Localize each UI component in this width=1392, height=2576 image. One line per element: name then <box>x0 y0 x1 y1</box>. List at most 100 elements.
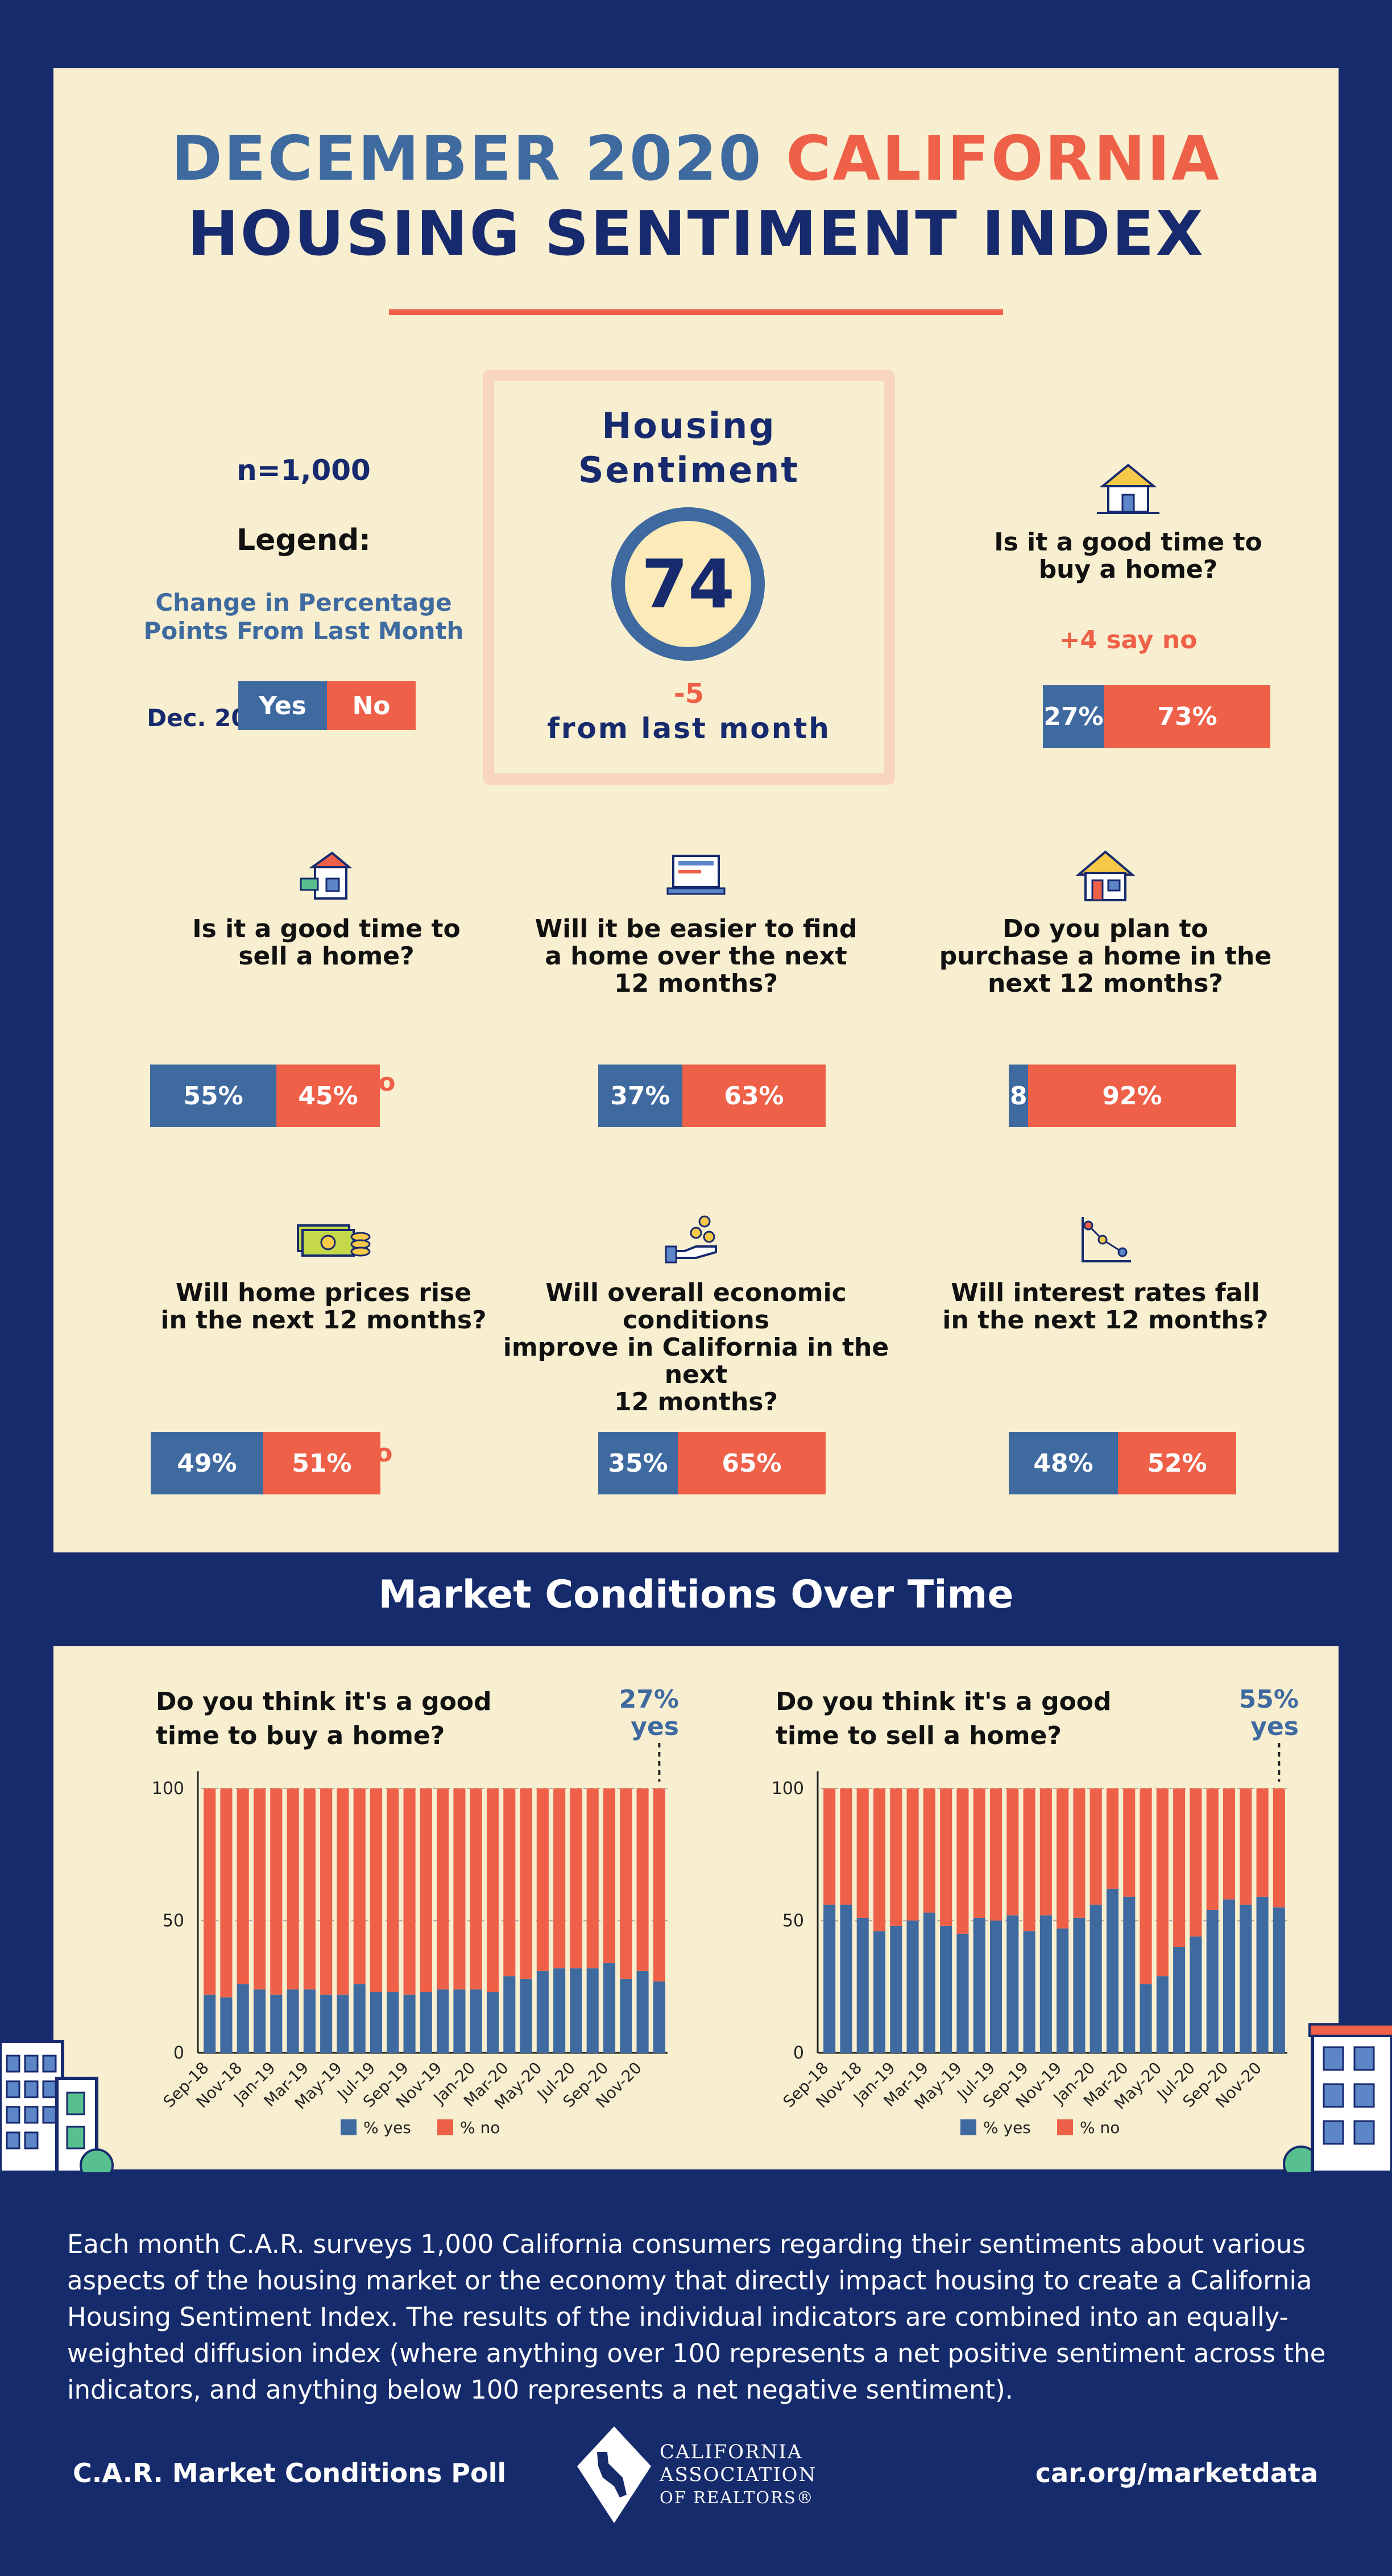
bar-yes-segment: 35% <box>598 1432 678 1494</box>
bar-no-Jan-20 <box>1089 1788 1102 1905</box>
bar-no-Aug-20 <box>586 1788 599 1969</box>
question-text-line2: in the next 12 months? <box>942 1306 1269 1335</box>
bar-yes-Feb-20 <box>486 1992 499 2053</box>
bar-yes-Nov-18 <box>237 1984 249 2053</box>
buy-chart: Do you think it's a good time to buy a ho… <box>152 1685 679 2137</box>
bar-no-Mar-20 <box>1123 1788 1136 1897</box>
question-text-line2: sell a home? <box>238 942 415 971</box>
bar-no-Aug-19 <box>1006 1788 1019 1916</box>
question-bar: 49% 51% <box>151 1432 380 1494</box>
bar-yes-Sep-18 <box>204 1994 216 2053</box>
logo-line3: OF REALTORS® <box>660 2488 814 2507</box>
page-subtitle: HOUSING SENTIMENT INDEX <box>187 198 1205 270</box>
bar-no-Feb-19 <box>906 1788 919 1921</box>
question-text: Is it a good time to sell a home? <box>127 916 525 970</box>
sell-chart: Do you think it's a good time to sell a h… <box>772 1685 1299 2137</box>
bar-yes-Jun-20 <box>1173 1947 1186 2053</box>
bar-yes-Oct-19 <box>1039 1915 1052 2053</box>
legend-yes: Yes <box>238 681 327 730</box>
title-state: CALIFORNIA <box>786 123 1221 194</box>
question-change: +4 say no <box>1059 626 1198 655</box>
bar-no-May-19 <box>956 1788 969 1934</box>
bar-yes-Jun-19 <box>353 1984 366 2053</box>
bar-yes-Jan-20 <box>470 1989 482 2053</box>
logo-text: CALIFORNIA ASSOCIATION OF REALTORS® <box>660 2441 817 2509</box>
bar-yes-Nov-19 <box>437 1989 449 2053</box>
question-text: Will interest rates fall in the next 12 m… <box>906 1279 1304 1334</box>
bar-yes-Dec-20 <box>1273 1907 1285 2053</box>
y-tick-label: 100 <box>772 1779 804 1799</box>
footer-poll-name: C.A.R. Market Conditions Poll <box>73 2458 507 2488</box>
bar-yes-Nov-20 <box>1256 1896 1269 2053</box>
bar-yes-Oct-20 <box>620 1978 632 2053</box>
title-month: DECEMBER 2020 <box>171 123 763 194</box>
legend-yes-swatch <box>341 2119 357 2135</box>
bar-yes-Dec-18 <box>873 1931 886 2053</box>
bar-no-segment: 63% <box>682 1065 826 1127</box>
bar-yes-May-19 <box>956 1933 969 2053</box>
bar-yes-Dec-19 <box>1073 1917 1086 2053</box>
bar-no-Dec-20 <box>653 1788 665 1982</box>
question-text-line3: next 12 months? <box>988 969 1223 998</box>
bar-yes-segment: 55% <box>150 1065 277 1127</box>
bar-no-Jan-19 <box>270 1788 283 1995</box>
bar-no-segment: 73% <box>1104 685 1270 748</box>
logo-line2: ASSOCIATION <box>660 2463 817 2486</box>
question-text-line1: Do you plan to <box>1002 914 1208 943</box>
question-text-line1: Is it a good time to <box>192 914 461 943</box>
bar-no-Feb-20 <box>1106 1788 1119 1889</box>
question-card-rates: Will interest rates fall in the next 12 m… <box>906 1211 1304 1552</box>
question-text: Will it be easier to find a home over the… <box>497 916 895 997</box>
question-text: Is it a good time to buy a home? <box>929 529 1327 583</box>
bar-yes-Feb-19 <box>906 1920 919 2053</box>
bar-no-Jul-20 <box>1190 1788 1202 1937</box>
legend-yes-label: % yes <box>983 2118 1031 2137</box>
bar-yes-segment: 37% <box>598 1065 682 1127</box>
bar-no-Sep-18 <box>204 1788 216 1995</box>
bar-yes-Aug-20 <box>586 1968 599 2053</box>
bar-no-segment: 65% <box>678 1432 826 1494</box>
bar-yes-Oct-18 <box>220 1997 233 2053</box>
y-tick-label: 0 <box>173 2043 184 2063</box>
bar-yes-Sep-20 <box>1223 1899 1236 2053</box>
footer-url[interactable]: car.org/marketdata <box>1035 2458 1318 2488</box>
bar-yes-Mar-19 <box>303 1989 316 2053</box>
question-bar: 37% 63% <box>598 1065 826 1127</box>
question-card-find: Will it be easier to find a home over the… <box>497 847 895 1188</box>
bar-no-Oct-20 <box>620 1788 632 1979</box>
bar-yes-Apr-19 <box>320 1994 333 2053</box>
sentiment-title-line1: Housing <box>602 405 776 446</box>
bar-yes-Mar-19 <box>923 1912 935 2053</box>
home-icon <box>1074 847 1137 904</box>
bar-no-Mar-20 <box>503 1788 516 1977</box>
description: Each month C.A.R. surveys 1,000 Californ… <box>67 2229 1326 2405</box>
bar-no-Sep-19 <box>1023 1788 1035 1932</box>
bar-no-Mar-19 <box>303 1788 316 1990</box>
legend-description: Change in Percentage Points From Last Mo… <box>122 589 486 645</box>
car-logo[interactable]: CALIFORNIA ASSOCIATION OF REALTORS® <box>574 2424 825 2526</box>
question-text: Do you plan to purchase a home in the next… <box>906 916 1304 997</box>
sentiment-circle: 74 <box>611 507 765 661</box>
market-title: Market Conditions Over Time <box>378 1572 1014 1617</box>
building-left-icon <box>0 2040 114 2172</box>
question-text-line3: 12 months? <box>614 969 778 998</box>
question-bar: 48% 52% <box>1009 1432 1236 1494</box>
bar-no-Sep-18 <box>823 1788 836 1905</box>
legend-no: No <box>327 681 416 730</box>
question-card-purchase: Do you plan to purchase a home in the next… <box>906 847 1304 1188</box>
bar-yes-Aug-19 <box>387 1992 399 2053</box>
y-tick-label: 0 <box>793 2043 804 2063</box>
bar-no-Aug-20 <box>1206 1788 1219 1910</box>
legend-description-line2: Points From Last Month <box>143 617 464 645</box>
bar-yes-Oct-20 <box>1240 1904 1252 2053</box>
bar-no-Oct-20 <box>1240 1788 1252 1905</box>
bar-no-Sep-20 <box>603 1788 616 1963</box>
question-bar: 55% 45% <box>150 1065 380 1127</box>
sentiment-change-label: from last month <box>547 712 831 745</box>
question-text-line2: in the next 12 months? <box>160 1306 487 1335</box>
question-text-line3: 12 months? <box>614 1388 778 1417</box>
question-bar: 8%92% <box>1009 1065 1236 1127</box>
bar-no-Nov-19 <box>437 1788 449 1990</box>
question-text: Will home prices rise in the next 12 mont… <box>125 1279 523 1334</box>
bar-no-Jun-20 <box>1173 1788 1186 1947</box>
